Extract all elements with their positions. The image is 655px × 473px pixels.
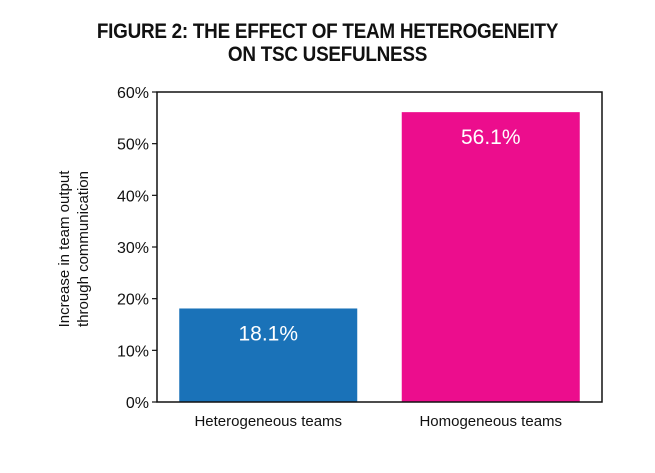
bar-value-label: 56.1%: [461, 126, 521, 149]
y-tick-label: 40%: [117, 188, 149, 205]
chart-title-line-1: FIGURE 2: THE EFFECT OF TEAM HETEROGENEI…: [96, 20, 559, 43]
bar-homogeneous: [401, 112, 580, 403]
x-axis-labels: Heterogeneous teams Homogeneous teams: [194, 413, 562, 430]
y-axis-title-line: Increase in team output: [56, 170, 73, 328]
y-axis-label: Increase in team output through communica…: [56, 170, 92, 328]
y-axis-ticks: 0% 10% 20% 30% 40% 50% 60%: [117, 85, 157, 412]
chart-title: FIGURE 2: THE EFFECT OF TEAM HETEROGENEI…: [0, 20, 655, 66]
y-tick-label: 50%: [117, 137, 149, 154]
bars: [179, 112, 580, 403]
y-tick-label: 30%: [117, 240, 149, 257]
chart-title-line-2: ON TSC USEFULNESS: [227, 43, 428, 66]
bar-value-label: 18.1%: [238, 322, 298, 345]
y-tick-label: 60%: [117, 85, 149, 102]
x-category-label: Heterogeneous teams: [194, 413, 342, 430]
y-axis-title-line: through communication: [75, 171, 92, 327]
plot-frame: [156, 91, 603, 403]
y-tick-label: 0%: [126, 395, 149, 412]
bar-data-labels: 18.1% 56.1%: [238, 126, 520, 345]
y-axis-title: Increase in team output through communica…: [56, 170, 92, 328]
bar-heterogeneous: [179, 308, 358, 402]
y-tick-label: 20%: [117, 292, 149, 309]
y-tick-label: 10%: [117, 343, 149, 360]
x-category-label: Homogeneous teams: [419, 413, 562, 430]
